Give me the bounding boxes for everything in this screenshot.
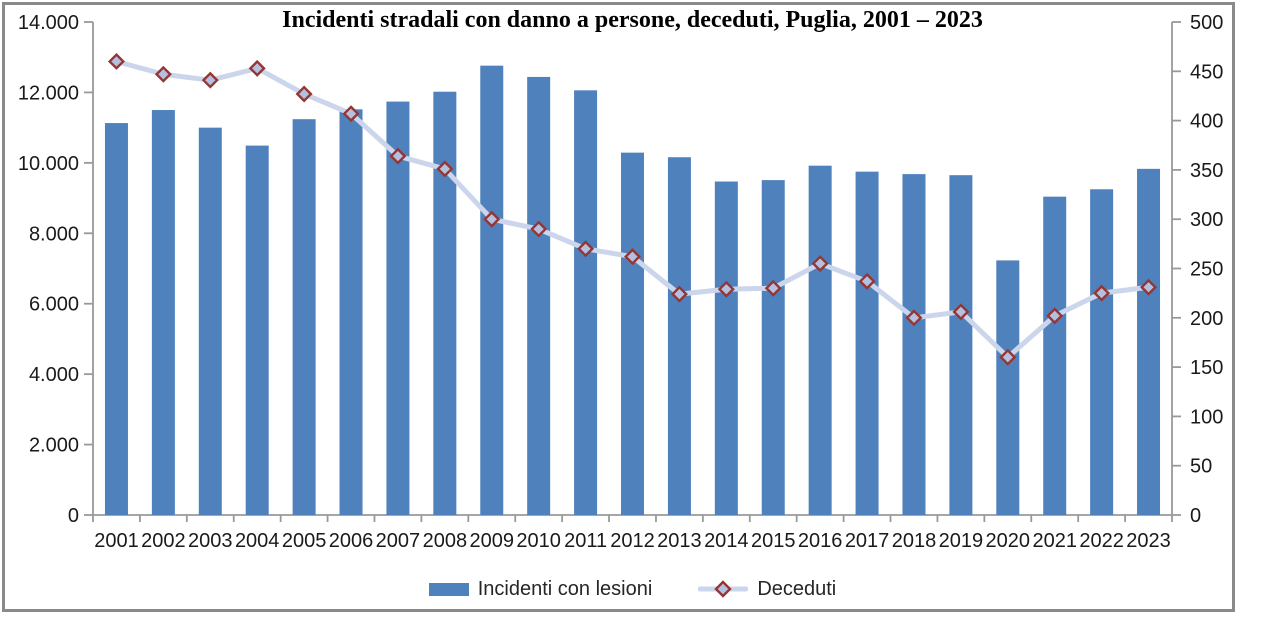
line-point-marker	[248, 59, 266, 77]
bar-series-swatch-icon	[428, 582, 469, 596]
line-point-marker	[764, 279, 782, 297]
bar	[527, 76, 551, 515]
line-point-marker	[905, 309, 923, 327]
x-axis-year-label: 2003	[188, 530, 233, 552]
line-point-marker	[201, 71, 219, 89]
line-point-marker	[342, 105, 360, 123]
bar	[902, 174, 926, 515]
y-axis-left-tick-label: 10.000	[18, 153, 79, 175]
line-point-marker	[1140, 278, 1158, 296]
line-series-marker-icon	[698, 580, 749, 598]
line-point-marker	[389, 147, 407, 165]
bar	[574, 90, 598, 516]
x-axis-year-label: 2009	[470, 530, 515, 552]
x-axis-year-label: 2010	[516, 530, 561, 552]
x-axis-year-label: 2015	[751, 530, 796, 552]
line-point-marker	[436, 160, 454, 178]
y-axis-right-tick-label: 100	[1190, 406, 1223, 428]
bar	[433, 91, 457, 515]
line-point-marker	[670, 285, 688, 303]
y-axis-left-tick-label: 6.000	[29, 294, 79, 316]
legend-label-incidenti: Incidenti con lesioni	[477, 578, 653, 600]
line-point-marker	[295, 85, 313, 103]
line-point-marker	[107, 52, 125, 70]
x-axis-year-label: 2022	[1079, 530, 1124, 552]
y-axis-left-tick-label: 14.000	[18, 12, 79, 34]
y-axis-left-tick-label: 8.000	[29, 223, 79, 245]
x-axis-year-label: 2023	[1126, 530, 1171, 552]
y-axis-left-tick-label: 12.000	[18, 82, 79, 104]
bar	[292, 119, 316, 515]
bar	[714, 181, 738, 515]
legend-label-deceduti: Deceduti	[757, 578, 837, 600]
line-point-marker	[952, 303, 970, 321]
x-axis-year-label: 2017	[845, 530, 890, 552]
y-axis-right-tick-label: 250	[1190, 259, 1223, 281]
line-point-marker	[154, 65, 172, 83]
y-axis-left-tick-label: 2.000	[29, 435, 79, 457]
bar	[386, 101, 410, 515]
line-point-marker	[717, 280, 735, 298]
line-point-marker	[1093, 284, 1111, 302]
bar	[761, 180, 785, 516]
bar	[1043, 196, 1067, 516]
line-point-marker	[1046, 307, 1064, 325]
y-axis-right-tick-label: 350	[1190, 160, 1223, 182]
y-axis-right-tick-label: 450	[1190, 61, 1223, 83]
y-axis-right-tick-label: 0	[1190, 505, 1201, 527]
x-axis-year-label: 2020	[986, 530, 1031, 552]
line-point-marker	[811, 255, 829, 273]
x-axis-year-label: 2006	[329, 530, 374, 552]
line-point-marker	[624, 248, 641, 266]
y-axis-right-tick-label: 400	[1190, 111, 1223, 133]
bar	[1137, 168, 1161, 515]
line-point-marker	[999, 348, 1017, 366]
bar	[949, 175, 973, 516]
bar	[151, 110, 175, 516]
bar	[480, 65, 504, 515]
line-point-marker	[577, 240, 595, 258]
x-axis-year-label: 2013	[657, 530, 702, 552]
x-axis-year-label: 2001	[94, 530, 139, 552]
bar	[855, 171, 879, 516]
bar	[245, 145, 269, 515]
bar	[996, 260, 1020, 515]
y-axis-left-tick-label: 4.000	[29, 364, 79, 386]
x-axis-year-label: 2008	[423, 530, 468, 552]
line-point-marker	[483, 210, 501, 228]
line-point-marker	[858, 272, 876, 290]
bar	[808, 165, 832, 515]
y-axis-right-tick-label: 150	[1190, 357, 1223, 379]
x-axis-year-label: 2012	[610, 530, 655, 552]
legend-item-incidenti: Incidenti con lesioni	[428, 578, 653, 600]
line-point-marker	[530, 220, 548, 238]
bar	[339, 109, 363, 516]
y-axis-left-tick-label: 0	[68, 505, 79, 527]
chart-title: Incidenti stradali con danno a persone, …	[282, 7, 983, 33]
y-axis-right-tick-label: 300	[1190, 209, 1223, 231]
x-axis-year-label: 2019	[939, 530, 984, 552]
x-axis-year-label: 2002	[141, 530, 186, 552]
bar	[667, 157, 691, 516]
x-axis-year-label: 2005	[282, 530, 327, 552]
x-axis-year-label: 2011	[564, 530, 607, 552]
bar	[104, 123, 128, 515]
legend: Incidenti con lesioni Deceduti	[93, 574, 1172, 604]
y-axis-right-tick-label: 50	[1190, 456, 1212, 478]
bar	[198, 127, 222, 516]
x-axis-year-label: 2021	[1032, 530, 1077, 552]
bar	[621, 152, 644, 515]
bar	[1090, 189, 1114, 515]
x-axis-year-label: 2004	[235, 530, 280, 552]
y-axis-right-tick-label: 200	[1190, 308, 1223, 330]
x-axis-year-label: 2014	[704, 530, 749, 552]
x-axis-year-label: 2018	[892, 530, 937, 552]
x-axis-year-label: 2007	[376, 530, 421, 552]
legend-item-deceduti: Deceduti	[698, 579, 836, 599]
y-axis-right-tick-label: 500	[1190, 12, 1223, 34]
x-axis-year-label: 2016	[798, 530, 843, 552]
